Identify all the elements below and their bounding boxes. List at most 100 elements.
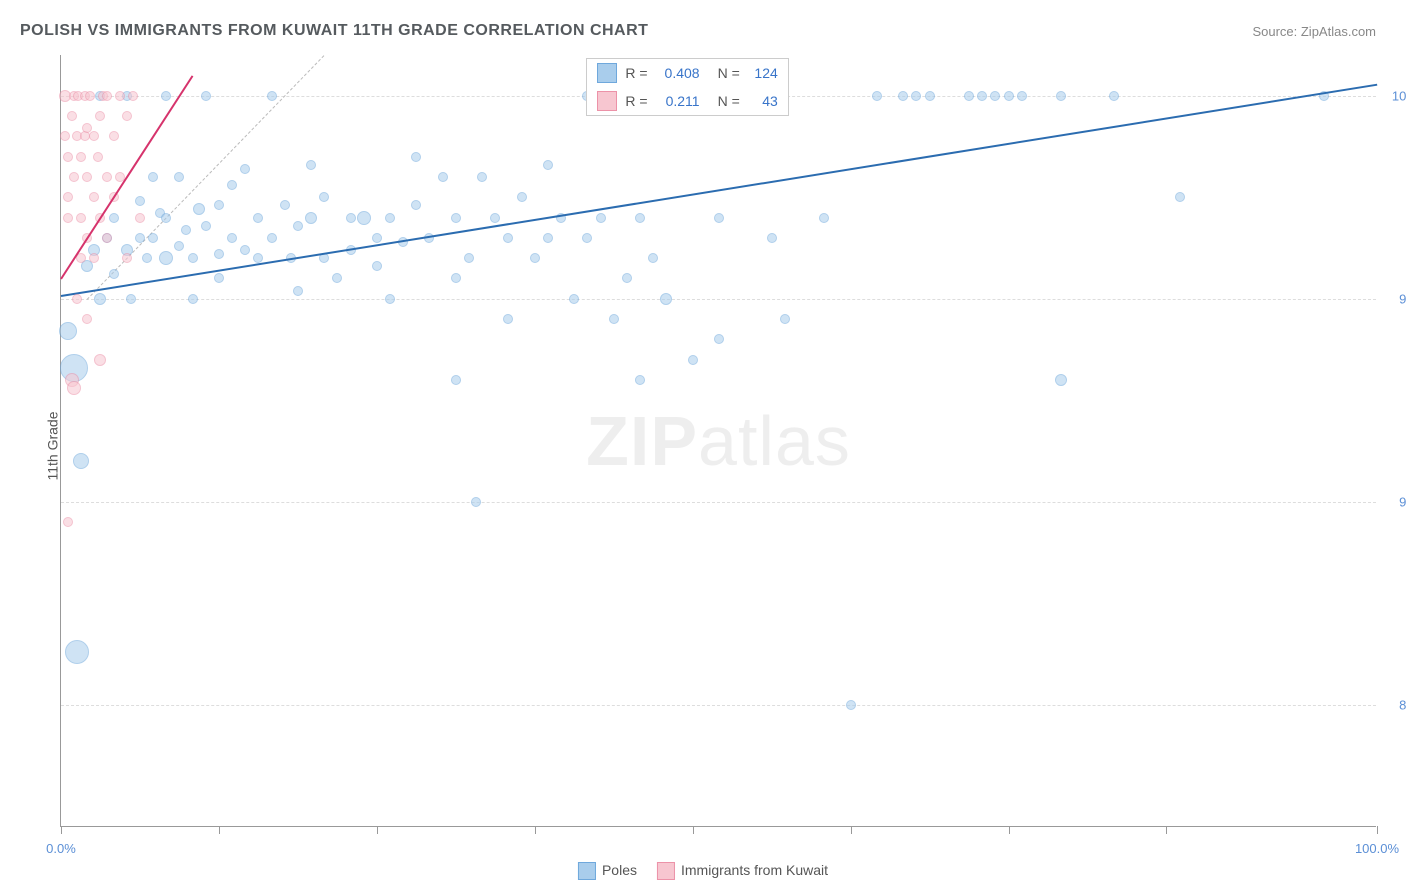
- data-point: [977, 91, 987, 101]
- data-point: [102, 233, 112, 243]
- data-point: [293, 221, 303, 231]
- correlation-legend: R =0.408N =124R =0.211N =43: [586, 58, 788, 116]
- chart-plot-area: ZIPatlas 85.0%90.0%95.0%100.0%0.0%100.0%: [60, 55, 1376, 827]
- data-point: [82, 314, 92, 324]
- data-point: [411, 152, 421, 162]
- legend-swatch: [597, 91, 617, 111]
- data-point: [305, 212, 317, 224]
- data-point: [543, 160, 553, 170]
- data-point: [181, 225, 191, 235]
- x-tick-label: 100.0%: [1355, 841, 1399, 856]
- data-point: [63, 192, 73, 202]
- data-point: [174, 172, 184, 182]
- data-point: [72, 294, 82, 304]
- data-point: [135, 213, 145, 223]
- data-point: [635, 213, 645, 223]
- data-point: [89, 131, 99, 141]
- x-tick: [535, 826, 536, 834]
- data-point: [503, 233, 513, 243]
- data-point: [135, 196, 145, 206]
- data-point: [76, 213, 86, 223]
- data-point: [1055, 374, 1067, 386]
- watermark: ZIPatlas: [586, 401, 851, 481]
- data-point: [872, 91, 882, 101]
- data-point: [214, 249, 224, 259]
- data-point: [1017, 91, 1027, 101]
- y-tick-label: 95.0%: [1399, 291, 1406, 306]
- data-point: [214, 200, 224, 210]
- data-point: [819, 213, 829, 223]
- data-point: [126, 294, 136, 304]
- data-point: [253, 213, 263, 223]
- data-point: [240, 164, 250, 174]
- data-point: [477, 172, 487, 182]
- data-point: [517, 192, 527, 202]
- y-tick-label: 100.0%: [1392, 88, 1406, 103]
- legend-row: R =0.211N =43: [587, 87, 787, 115]
- x-tick: [377, 826, 378, 834]
- y-tick-label: 85.0%: [1399, 698, 1406, 713]
- data-point: [911, 91, 921, 101]
- x-tick: [61, 826, 62, 834]
- data-point: [280, 200, 290, 210]
- data-point: [582, 233, 592, 243]
- data-point: [714, 213, 724, 223]
- chart-title: POLISH VS IMMIGRANTS FROM KUWAIT 11TH GR…: [20, 22, 648, 40]
- data-point: [411, 200, 421, 210]
- legend-bottom: PolesImmigrants from Kuwait: [578, 862, 828, 880]
- data-point: [188, 253, 198, 263]
- data-point: [60, 131, 70, 141]
- data-point: [451, 213, 461, 223]
- data-point: [464, 253, 474, 263]
- data-point: [660, 293, 672, 305]
- data-point: [648, 253, 658, 263]
- data-point: [451, 273, 461, 283]
- data-point: [69, 172, 79, 182]
- data-point: [490, 213, 500, 223]
- data-point: [306, 160, 316, 170]
- legend-swatch: [597, 63, 617, 83]
- data-point: [543, 233, 553, 243]
- data-point: [293, 286, 303, 296]
- data-point: [385, 294, 395, 304]
- data-point: [964, 91, 974, 101]
- data-point: [102, 91, 112, 101]
- data-point: [65, 640, 89, 664]
- data-point: [109, 269, 119, 279]
- x-tick: [219, 826, 220, 834]
- data-point: [67, 111, 77, 121]
- x-tick: [1377, 826, 1378, 834]
- data-point: [635, 375, 645, 385]
- data-point: [201, 91, 211, 101]
- data-point: [990, 91, 1000, 101]
- data-point: [122, 111, 132, 121]
- data-point: [227, 233, 237, 243]
- data-point: [188, 294, 198, 304]
- data-point: [109, 213, 119, 223]
- data-point: [372, 261, 382, 271]
- data-point: [609, 314, 619, 324]
- source-label: Source: ZipAtlas.com: [1252, 24, 1376, 39]
- data-point: [109, 131, 119, 141]
- y-axis-label: 11th Grade: [45, 411, 61, 480]
- data-point: [89, 192, 99, 202]
- data-point: [530, 253, 540, 263]
- data-point: [346, 213, 356, 223]
- legend-item: Immigrants from Kuwait: [657, 862, 828, 880]
- data-point: [161, 213, 171, 223]
- gridline: [61, 502, 1376, 503]
- data-point: [94, 293, 106, 305]
- data-point: [63, 152, 73, 162]
- data-point: [122, 253, 132, 263]
- x-tick: [693, 826, 694, 834]
- data-point: [357, 211, 371, 225]
- data-point: [332, 273, 342, 283]
- data-point: [93, 152, 103, 162]
- data-point: [372, 233, 382, 243]
- data-point: [846, 700, 856, 710]
- y-tick-label: 90.0%: [1399, 494, 1406, 509]
- data-point: [59, 322, 77, 340]
- data-point: [159, 251, 173, 265]
- legend-swatch: [578, 862, 596, 880]
- data-point: [115, 91, 125, 101]
